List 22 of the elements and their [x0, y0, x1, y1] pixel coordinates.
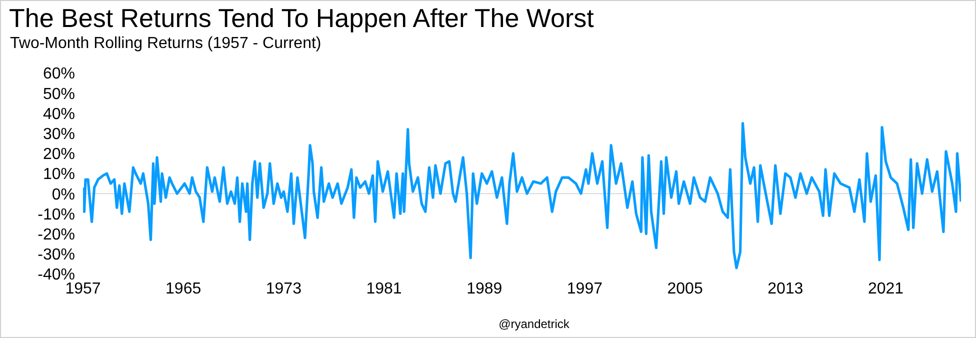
y-tick-label: 20%: [42, 146, 75, 164]
x-tick-label: 1997: [566, 280, 603, 298]
y-tick-label: -30%: [38, 246, 75, 264]
y-tick-label: 40%: [42, 106, 75, 123]
y-tick-label: -20%: [38, 226, 75, 244]
x-tick-label: 1989: [466, 280, 502, 298]
x-tick-label: 1965: [166, 280, 202, 298]
chart-title: The Best Returns Tend To Happen After The Worst: [9, 3, 594, 34]
y-tick-label: 10%: [42, 166, 75, 184]
chart-subtitle: Two-Month Rolling Returns (1957 - Current): [10, 35, 322, 53]
y-tick-label: 30%: [42, 126, 75, 143]
text: @ryandetrick: [498, 317, 570, 331]
x-tick-label: 2005: [667, 280, 703, 298]
x-tick-label: 1981: [366, 280, 402, 298]
y-tick-label: -10%: [38, 206, 75, 224]
y-tick-label: 60%: [42, 66, 75, 83]
x-tick-label: 1973: [266, 280, 302, 298]
x-tick-label: 2013: [768, 280, 804, 298]
y-tick-label: 50%: [42, 86, 75, 103]
line-series: [83, 122, 961, 270]
x-tick-label: 2021: [868, 280, 904, 298]
y-tick-label: 0%: [52, 186, 75, 204]
